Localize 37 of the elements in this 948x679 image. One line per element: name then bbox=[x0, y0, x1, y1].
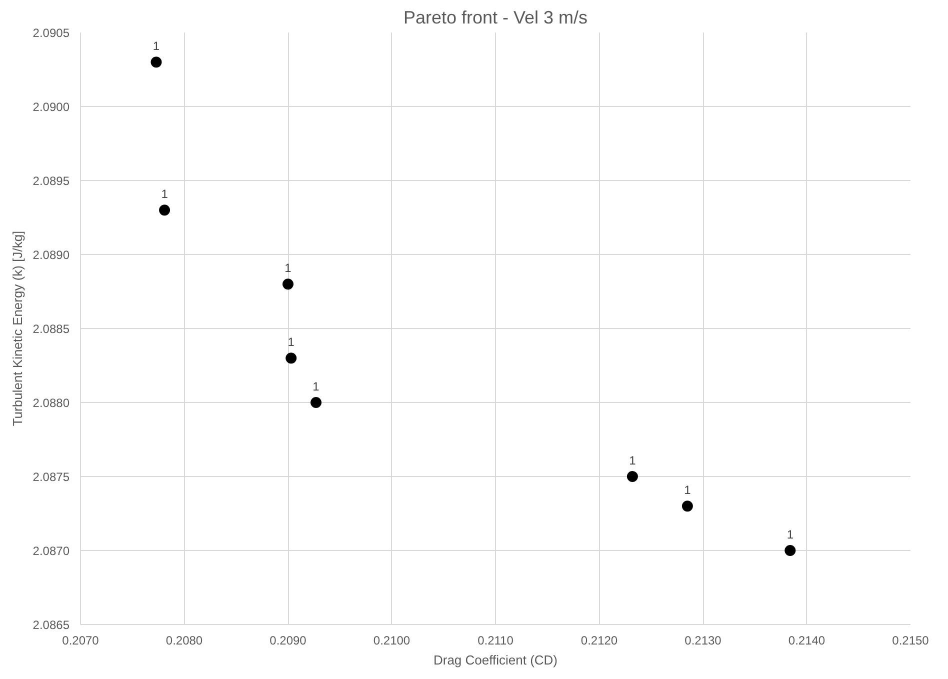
y-tick-label: 2.0895 bbox=[32, 174, 70, 188]
y-tick-label: 2.0890 bbox=[32, 248, 70, 262]
x-tick-label: 0.2130 bbox=[684, 634, 722, 648]
annotation: 1 bbox=[312, 380, 320, 394]
x-tick-label: 0.2110 bbox=[478, 634, 514, 648]
point bbox=[626, 471, 638, 482]
annotation: 1 bbox=[684, 483, 692, 498]
annotation: 1 bbox=[161, 187, 168, 202]
annotation: 1 bbox=[284, 261, 292, 276]
x-tick-label: 0.2140 bbox=[788, 634, 826, 648]
chart-title: Pareto front - Vel 3 m/s bbox=[403, 8, 588, 28]
x-tick-label: 0.2070 bbox=[62, 634, 100, 648]
y-tick-label: 2.0870 bbox=[32, 544, 70, 558]
x-tick-label: 0.2100 bbox=[373, 634, 410, 648]
point bbox=[150, 56, 162, 68]
point bbox=[282, 278, 294, 290]
x-tick-label: 0.2150 bbox=[892, 634, 930, 648]
annotation: 1 bbox=[152, 39, 160, 54]
point bbox=[286, 352, 297, 364]
point bbox=[682, 500, 693, 512]
x-axis-title: Drag Coefficient (CD) bbox=[433, 652, 558, 668]
x-tick-label: 0.2080 bbox=[166, 634, 203, 648]
y-tick-label: 2.0865 bbox=[32, 618, 70, 632]
point bbox=[784, 545, 796, 556]
x-tick-label: 0.2090 bbox=[270, 634, 307, 648]
y-tick-label: 2.0880 bbox=[32, 396, 70, 410]
x-tick-label: 0.2120 bbox=[580, 634, 618, 648]
annotation: 1 bbox=[786, 528, 794, 542]
y-tick-label: 2.0900 bbox=[32, 100, 70, 114]
point bbox=[159, 204, 170, 216]
y-tick-label: 2.0905 bbox=[32, 26, 70, 40]
point bbox=[310, 397, 322, 408]
y-tick-label: 2.0885 bbox=[32, 322, 70, 336]
annotation: 1 bbox=[288, 335, 295, 350]
y-tick-label: 2.0875 bbox=[32, 470, 70, 484]
annotation: 1 bbox=[629, 454, 636, 468]
y-axis-title: Turbulent Kinetic Energy (k) [J/kg] bbox=[10, 230, 25, 426]
